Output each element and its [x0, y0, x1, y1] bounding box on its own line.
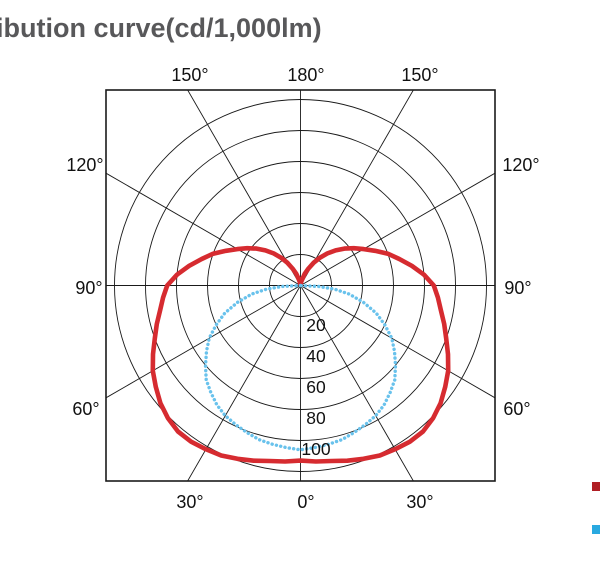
angle-label: 90°	[75, 278, 102, 298]
angle-label: 150°	[171, 65, 208, 85]
radial-scale-label: 100	[301, 439, 330, 459]
radial-scale-label: 80	[306, 408, 326, 428]
radial-scale-label: 20	[306, 315, 326, 335]
angle-labels: 150° 180° 150° 120° 120° 90° 90° 60° 60° 30° 0° 30°	[66, 65, 539, 512]
legend-red-swatch	[592, 482, 600, 491]
angle-label: 180°	[287, 65, 324, 85]
angle-label: 150°	[401, 65, 438, 85]
chart-title: ibution curve(cd/1,000lm)	[0, 13, 322, 43]
radial-scale-label: 40	[306, 346, 326, 366]
angle-label: 0°	[297, 492, 314, 512]
legend-blue-swatch	[592, 525, 600, 534]
series-blue-curve	[203, 283, 398, 452]
angle-label: 120°	[66, 155, 103, 175]
plot-border	[105, 89, 496, 482]
angle-label: 30°	[176, 492, 203, 512]
radial-scale-label: 60	[306, 377, 326, 397]
angle-label: 60°	[503, 399, 530, 419]
angle-label: 60°	[72, 399, 99, 419]
angle-label: 120°	[502, 155, 539, 175]
series-red-curve	[150, 245, 451, 464]
radial-scale-labels: 20 40 60 80 100	[301, 315, 330, 459]
angle-label: 30°	[406, 492, 433, 512]
curves	[150, 245, 451, 464]
angle-label: 90°	[504, 278, 531, 298]
